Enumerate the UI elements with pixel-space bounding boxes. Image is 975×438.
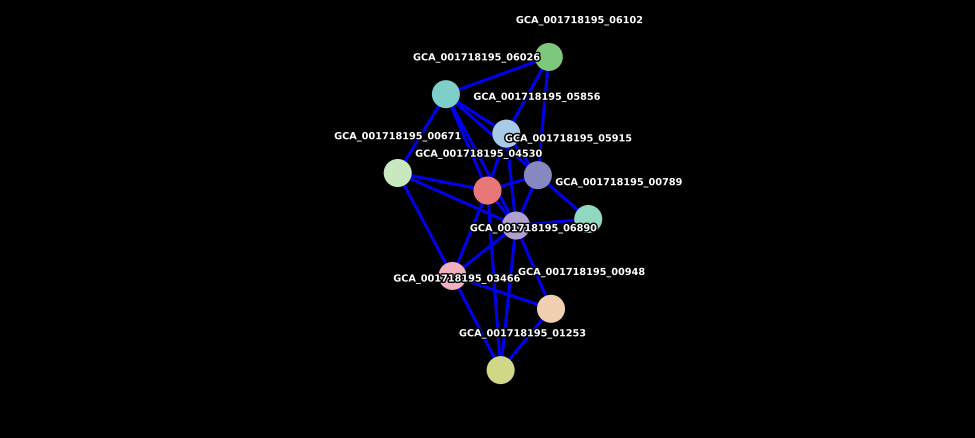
Circle shape xyxy=(537,295,565,323)
Text: GCA_001718195_00671: GCA_001718195_00671 xyxy=(334,131,461,141)
Circle shape xyxy=(487,356,515,384)
Circle shape xyxy=(524,161,552,189)
Circle shape xyxy=(535,43,563,71)
Circle shape xyxy=(574,205,603,233)
Text: GCA_001718195_00789: GCA_001718195_00789 xyxy=(556,177,682,187)
Text: GCA_001718195_01253: GCA_001718195_01253 xyxy=(459,328,586,339)
Text: GCA_001718195_04530: GCA_001718195_04530 xyxy=(415,149,542,159)
Circle shape xyxy=(474,177,501,205)
Circle shape xyxy=(492,120,521,148)
Circle shape xyxy=(432,80,460,108)
Text: GCA_001718195_06890: GCA_001718195_06890 xyxy=(470,223,597,233)
Circle shape xyxy=(384,159,411,187)
Circle shape xyxy=(502,212,530,240)
Text: GCA_001718195_00948: GCA_001718195_00948 xyxy=(518,267,645,277)
Text: GCA_001718195_05856: GCA_001718195_05856 xyxy=(474,92,601,102)
Text: GCA_001718195_05915: GCA_001718195_05915 xyxy=(505,134,632,144)
Text: GCA_001718195_03466: GCA_001718195_03466 xyxy=(393,274,521,284)
Circle shape xyxy=(439,262,466,290)
Text: GCA_001718195_06026: GCA_001718195_06026 xyxy=(413,53,540,63)
Text: GCA_001718195_06102: GCA_001718195_06102 xyxy=(516,15,644,25)
